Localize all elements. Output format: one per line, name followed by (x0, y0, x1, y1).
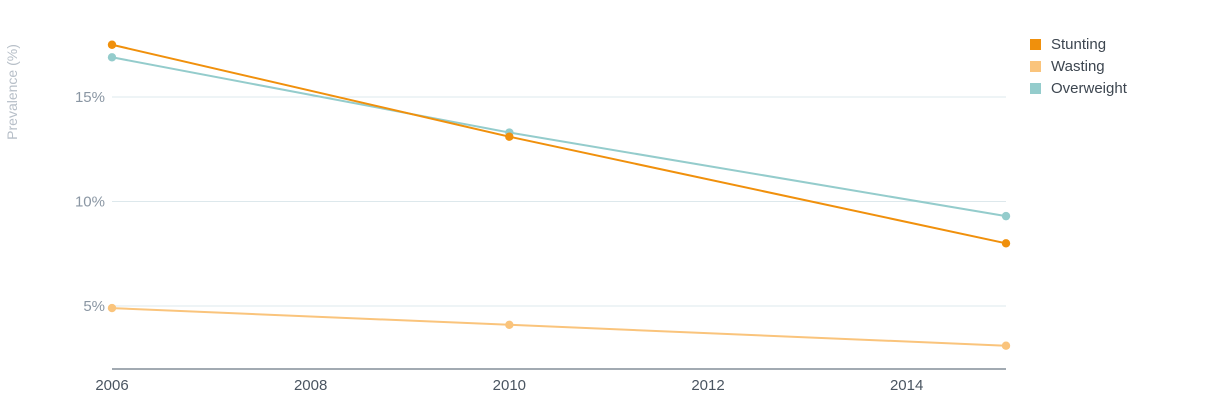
data-point-overweight[interactable] (1001, 211, 1011, 221)
x-tick-label: 2008 (294, 377, 327, 394)
legend-label-overweight: Overweight (1051, 79, 1127, 97)
legend-item-stunting[interactable]: Stunting (1030, 33, 1127, 55)
x-tick-label: 2006 (95, 377, 128, 394)
y-tick-label: 5% (83, 298, 105, 315)
x-tick-label: 2012 (691, 377, 724, 394)
x-tick-label: 2014 (890, 377, 923, 394)
series-line-stunting (111, 43, 1007, 245)
y-tick-label: 15% (75, 89, 105, 106)
data-point-stunting[interactable] (505, 132, 514, 141)
x-tick-label: 2010 (493, 377, 526, 394)
y-tick-label: 10% (75, 194, 105, 211)
data-point-wasting[interactable] (1001, 341, 1011, 350)
legend-swatch-overweight (1030, 82, 1041, 94)
series-overweight (107, 53, 1011, 221)
y-axis-ticks: 5% 10% 15% (75, 89, 105, 315)
data-point-stunting[interactable] (107, 40, 117, 49)
legend-swatch-wasting (1030, 60, 1041, 72)
series-line-overweight (111, 56, 1007, 218)
legend-item-overweight[interactable]: Overweight (1030, 77, 1127, 99)
data-point-wasting[interactable] (107, 303, 117, 313)
series-stunting (107, 40, 1011, 248)
data-point-overweight[interactable] (107, 53, 117, 62)
data-point-stunting[interactable] (1001, 239, 1011, 248)
x-axis-ticks: 2006 2008 2010 2012 2014 (95, 377, 923, 394)
legend-label-wasting: Wasting (1051, 57, 1105, 75)
gridlines (112, 96, 1006, 307)
y-axis-title: Prevalence (%) (4, 44, 20, 140)
data-point-wasting[interactable] (505, 320, 514, 330)
series-group (107, 40, 1011, 350)
legend-swatch-stunting (1030, 38, 1041, 50)
series-line-wasting (111, 307, 1007, 347)
legend-item-wasting[interactable]: Wasting (1030, 55, 1127, 77)
series-wasting (107, 303, 1011, 350)
legend-label-stunting: Stunting (1051, 35, 1107, 53)
legend: Stunting Wasting Overweight (1030, 33, 1127, 99)
